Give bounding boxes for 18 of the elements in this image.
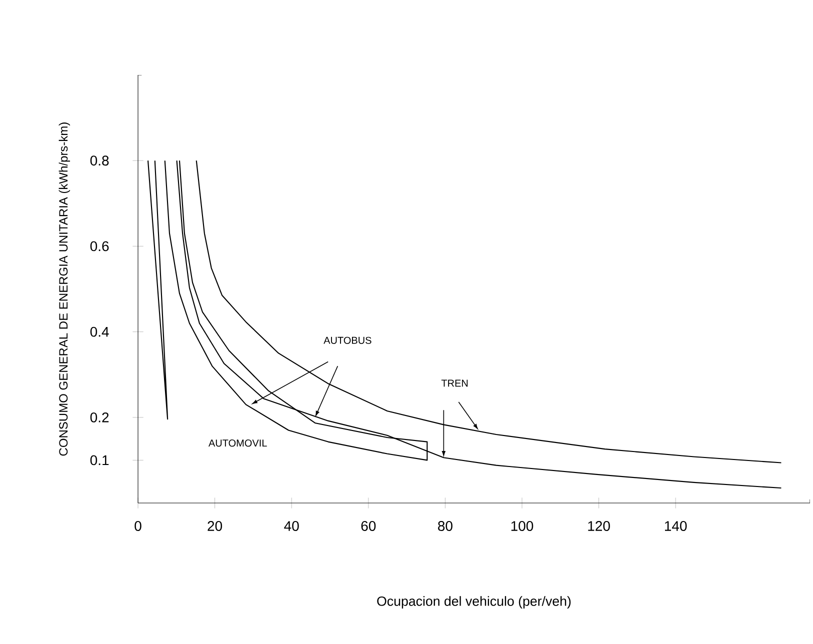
annotation: AUTOBUS bbox=[324, 336, 372, 344]
y-tick-label: 0.1 bbox=[90, 455, 109, 466]
y-axis-title: CONSUMO GENERAL DE ENERGIA UNITARIA (kWh/prs-km) bbox=[58, 122, 70, 456]
x-tick-label: 100 bbox=[511, 521, 534, 531]
x-tick-label: 60 bbox=[361, 521, 376, 531]
y-tick-label: 0.6 bbox=[90, 241, 109, 252]
y-tick-label: 0.8 bbox=[90, 156, 109, 166]
x-tick-label: 80 bbox=[438, 521, 452, 531]
x-tick-label: 20 bbox=[208, 521, 222, 531]
y-tick-label: 0.4 bbox=[90, 326, 109, 337]
x-tick-label: 40 bbox=[284, 521, 299, 531]
x-tick-label: 140 bbox=[664, 521, 687, 531]
x-tick-label: 120 bbox=[588, 521, 610, 531]
annotation: TREN bbox=[441, 380, 468, 387]
x-axis-title: Ocupacion del vehiculo (per/veh) bbox=[377, 596, 571, 609]
x-tick-label: 0 bbox=[134, 521, 142, 531]
annotation: AUTOMOVIL bbox=[208, 440, 267, 447]
y-tick-label: 0.2 bbox=[90, 412, 109, 422]
